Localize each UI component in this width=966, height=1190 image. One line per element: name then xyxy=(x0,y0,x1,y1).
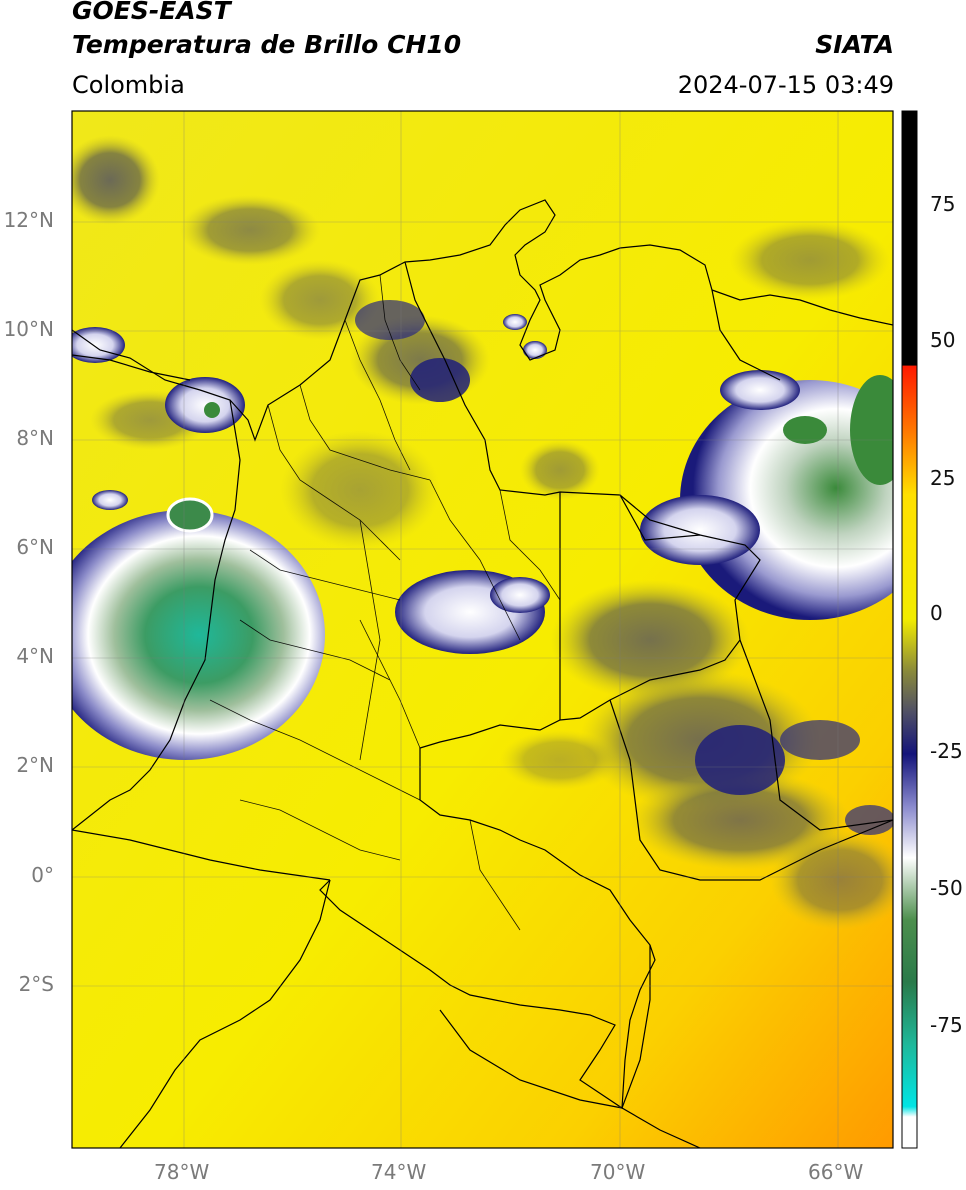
region-label: Colombia xyxy=(72,71,185,99)
colorbar-tick-label: -50 xyxy=(930,876,963,900)
colorbar-tick-label: -75 xyxy=(930,1013,963,1037)
colorbar-tick-label: 75 xyxy=(930,192,956,216)
lon-tick-label: 74°W xyxy=(371,1160,427,1184)
lat-tick-label: 0° xyxy=(31,863,54,887)
lon-tick-label: 70°W xyxy=(590,1160,646,1184)
colorbar-tick-label: -25 xyxy=(930,739,963,763)
lat-tick-label: 2°N xyxy=(16,753,54,777)
lat-tick-label: 6°N xyxy=(16,535,54,559)
lat-tick-label: 4°N xyxy=(16,644,54,668)
organization-label: SIATA xyxy=(815,30,894,59)
colorbar-tick-label: 0 xyxy=(930,601,943,625)
colorbar-tick-label: 50 xyxy=(930,328,956,352)
map-frame xyxy=(71,110,894,1149)
colorbar xyxy=(901,110,918,1149)
lon-tick-label: 66°W xyxy=(808,1160,864,1184)
satellite-title: GOES-EAST xyxy=(72,0,231,25)
colorbar-tick-label: 25 xyxy=(930,466,956,490)
lon-tick-label: 78°W xyxy=(154,1160,210,1184)
graticule xyxy=(72,111,893,1148)
product-title: Temperatura de Brillo CH10 xyxy=(72,30,462,59)
lat-tick-label: 2°S xyxy=(18,972,54,996)
timestamp-label: 2024-07-15 03:49 xyxy=(677,71,894,99)
lat-tick-label: 12°N xyxy=(3,208,54,232)
lat-tick-label: 10°N xyxy=(3,317,54,341)
lat-tick-label: 8°N xyxy=(16,426,54,450)
